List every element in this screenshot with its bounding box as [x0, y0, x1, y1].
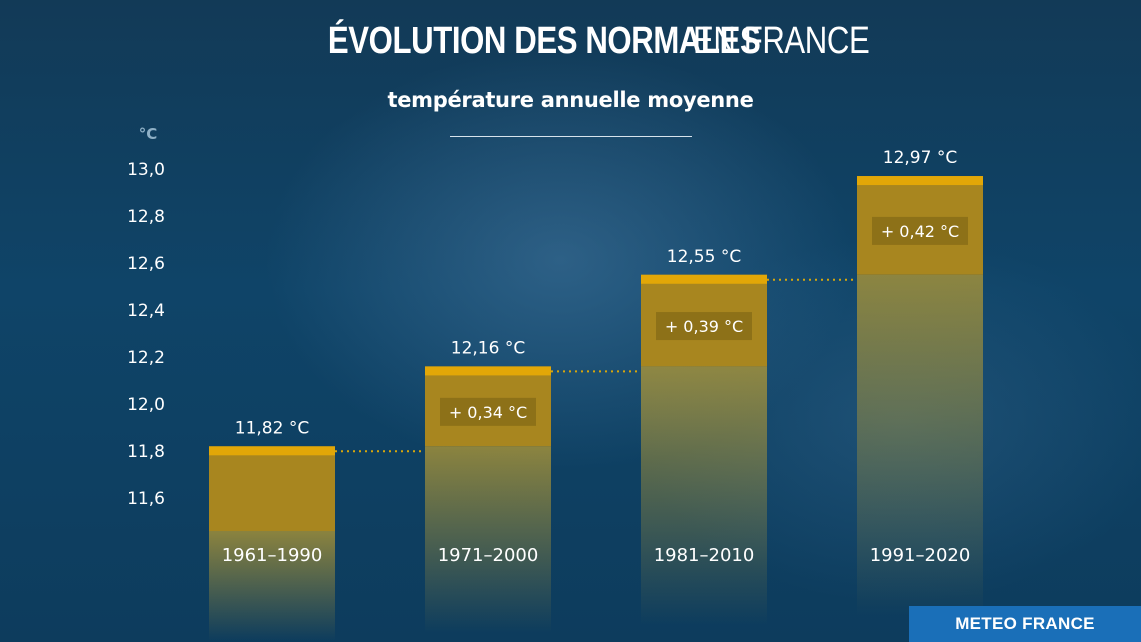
y-tick-label: 12,8 — [127, 207, 165, 227]
y-tick-label: 12,2 — [127, 348, 165, 368]
y-tick-label: 12,0 — [127, 395, 165, 415]
delta-label: + 0,34 °C — [449, 403, 527, 422]
chart-title: ÉVOLUTION DES NORMALES EN FRANCE — [0, 22, 1141, 60]
bar-fade — [641, 366, 767, 625]
delta-label-box — [872, 216, 968, 245]
delta-label-box — [440, 397, 536, 426]
bar — [209, 446, 335, 531]
y-tick-label: 11,8 — [127, 442, 165, 462]
bar-cap — [857, 176, 983, 186]
y-tick-label: 12,4 — [127, 301, 165, 321]
bar-fade — [425, 446, 551, 633]
subtitle-divider — [450, 136, 692, 137]
value-label: 11,82 °C — [235, 418, 309, 438]
y-tick-label: 12,6 — [127, 254, 165, 274]
bar-cap — [641, 274, 767, 284]
category-label: 1971–2000 — [438, 545, 539, 566]
value-label: 12,97 °C — [883, 148, 957, 168]
delta-label: + 0,39 °C — [665, 317, 743, 336]
chart-subtitle: température annuelle moyenne — [387, 88, 754, 112]
bar-cap — [209, 446, 335, 456]
delta-label: + 0,42 °C — [881, 222, 959, 241]
value-label: 12,16 °C — [451, 338, 525, 358]
chart-title-bold: ÉVOLUTION DES NORMALES — [328, 20, 761, 62]
y-tick-label: 13,0 — [127, 160, 165, 180]
category-label: 1991–2020 — [870, 545, 971, 566]
bar-cap — [425, 366, 551, 376]
chart-title-light: EN FRANCE — [692, 20, 870, 62]
bar-fade — [857, 274, 983, 616]
category-label: 1981–2010 — [654, 545, 755, 566]
value-label: 12,55 °C — [667, 247, 741, 267]
category-label: 1961–1990 — [222, 545, 323, 566]
bar-fade — [209, 531, 335, 641]
y-axis-unit: °C — [139, 125, 158, 143]
delta-label-box — [656, 312, 752, 341]
y-tick-label: 11,6 — [127, 489, 165, 509]
meteo-france-logo: METEO FRANCE — [909, 606, 1141, 642]
